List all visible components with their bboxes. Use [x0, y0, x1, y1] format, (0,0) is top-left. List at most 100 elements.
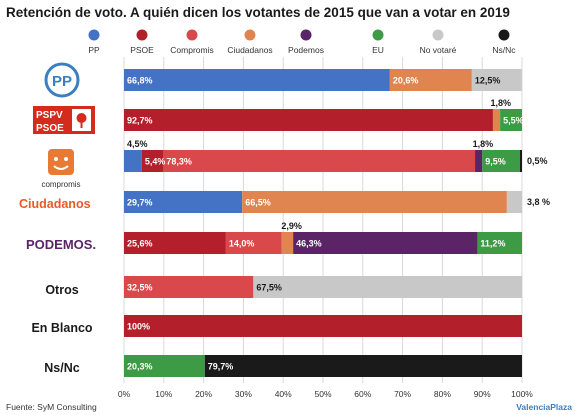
bars	[124, 69, 522, 377]
category-label-otros: Otros	[45, 283, 78, 297]
row-logos: PP PSPV PSOE compromis Ciudadanos	[19, 62, 96, 252]
source-note: Fuente: SyM Consulting	[6, 402, 97, 412]
data-label: 5,5%	[503, 116, 524, 126]
bar-segment	[389, 69, 472, 91]
data-label: 92,7%	[127, 116, 153, 126]
bar-segment	[124, 276, 254, 298]
data-label: 25,6%	[127, 239, 153, 249]
data-label: 20,6%	[393, 76, 419, 86]
legend-label: PP	[88, 45, 100, 55]
legend-swatch	[244, 29, 256, 41]
x-axis: 0% 10% 20% 30% 40% 50% 60% 70% 80% 90% 100%	[118, 389, 533, 399]
legend-label: No votaré	[420, 45, 457, 55]
legend-label: Ciudadanos	[227, 45, 272, 55]
compromis-logo: compromis	[41, 149, 81, 189]
x-tick-label: 0%	[118, 389, 131, 399]
bar-segment	[124, 232, 226, 254]
legend-swatch	[432, 29, 444, 41]
bar-segment	[482, 150, 521, 172]
bar-segment	[124, 355, 205, 377]
data-label: 79,7%	[208, 362, 234, 372]
data-label: 100%	[127, 322, 150, 332]
data-label: 3,8 %	[527, 197, 550, 207]
bar-segment	[492, 109, 501, 131]
legend: PP PSOE Compromis Ciudadanos Podemos EU No vot…	[88, 29, 516, 55]
legend-swatch	[186, 29, 198, 41]
bar-segment	[253, 276, 522, 298]
compromis-smile-icon	[48, 149, 74, 175]
bar-segment	[281, 232, 294, 254]
data-label: 9,5%	[485, 157, 506, 167]
bar-segment	[124, 109, 493, 131]
legend-swatch	[498, 29, 510, 41]
x-tick-label: 10%	[155, 389, 172, 399]
podemos-logo: PODEMOS.	[26, 237, 96, 252]
bar-segment	[242, 191, 507, 213]
data-label: 78,3%	[166, 157, 192, 167]
x-tick-label: 70%	[394, 389, 411, 399]
bar-segment	[141, 150, 164, 172]
x-tick-label: 40%	[275, 389, 292, 399]
bar-segment	[500, 109, 522, 131]
bar-segment	[506, 191, 522, 213]
data-label: 46,3%	[296, 239, 322, 249]
category-label-nsnc: Ns/Nc	[44, 361, 79, 375]
data-label: 2,9%	[281, 221, 302, 231]
chart-title: Retención de voto. A quién dicen los vot…	[6, 5, 510, 20]
pp-logo-text: PP	[52, 73, 72, 90]
bar-segment	[477, 232, 522, 254]
x-tick-label: 80%	[434, 389, 451, 399]
x-tick-label: 60%	[354, 389, 371, 399]
data-label: 66,5%	[245, 198, 271, 208]
data-label: 1,8%	[491, 98, 512, 108]
legend-label: PSOE	[130, 45, 154, 55]
compromis-logo-text: compromis	[41, 180, 80, 189]
ciudadanos-logo: Ciudadanos	[19, 197, 91, 211]
data-label: 12,5%	[475, 76, 501, 86]
category-label-en-blanco: En Blanco	[31, 321, 92, 335]
bar-segment	[204, 355, 522, 377]
data-label: 14,0%	[229, 239, 255, 249]
data-label: 5,4%	[145, 157, 166, 167]
legend-swatch	[136, 29, 148, 41]
psoe-logo-text-bottom: PSOE	[36, 123, 64, 134]
legend-swatch	[372, 29, 384, 41]
bar-segment	[124, 315, 522, 337]
bar-segment	[225, 232, 282, 254]
x-tick-label: 30%	[235, 389, 252, 399]
x-tick-label: 90%	[474, 389, 491, 399]
pp-logo: PP	[44, 62, 80, 98]
legend-swatch	[88, 29, 100, 41]
legend-label: Podemos	[288, 45, 324, 55]
data-label: 4,5%	[127, 139, 148, 149]
data-label: 67,5%	[256, 283, 282, 293]
legend-label: Ns/Nc	[492, 45, 516, 55]
bar-segment	[471, 69, 522, 91]
bar-segment	[124, 191, 243, 213]
x-tick-label: 100%	[511, 389, 533, 399]
psoe-logo-text-top: PSPV	[36, 110, 63, 121]
legend-label: Compromis	[170, 45, 213, 55]
bar-segment	[124, 69, 390, 91]
legend-swatch	[300, 29, 312, 41]
data-label: 29,7%	[127, 198, 153, 208]
data-label: 32,5%	[127, 283, 153, 293]
row-text-labels: Otros En Blanco Ns/Nc	[31, 283, 92, 375]
bar-segment	[124, 150, 142, 172]
legend-label: EU	[372, 45, 384, 55]
psoe-logo: PSPV PSOE	[33, 106, 95, 134]
data-label: 0,5%	[527, 156, 548, 166]
data-labels: 66,8% 20,6% 12,5% 92,7% 1,8% 5,5% 4,5% 5,4% 78,3…	[127, 76, 550, 372]
bar-segment	[163, 150, 476, 172]
data-label: 11,2%	[480, 239, 505, 249]
x-tick-label: 50%	[314, 389, 331, 399]
brand-label: ValenciaPlaza	[516, 402, 572, 412]
x-tick-label: 20%	[195, 389, 212, 399]
data-label: 66,8%	[127, 76, 153, 86]
bar-segment	[475, 150, 483, 172]
data-label: 1,8%	[473, 139, 494, 149]
bar-segment	[293, 232, 478, 254]
data-label: 20,3%	[127, 362, 153, 372]
